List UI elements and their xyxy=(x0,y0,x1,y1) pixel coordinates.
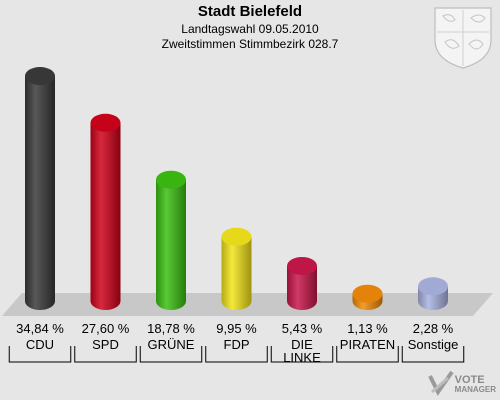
vote-manager-logo-icon xyxy=(428,370,454,396)
category-bracket xyxy=(8,346,72,363)
coat-of-arms-icon xyxy=(434,7,492,69)
chart-subtitle-election: Landtagswahl 09.05.2010 xyxy=(181,22,319,36)
category-label: FDP xyxy=(224,337,250,352)
value-label: 9,95 % xyxy=(216,321,257,336)
category-bracket xyxy=(270,346,334,363)
category-label: PIRATEN xyxy=(340,337,395,352)
value-label: 34,84 % xyxy=(16,321,64,336)
category-bracket xyxy=(401,346,465,363)
watermark-line1: VOTE xyxy=(454,374,485,386)
category-bracket xyxy=(205,346,268,363)
value-label: 18,78 % xyxy=(147,321,195,336)
chart-subtitle-district: Zweitstimmen Stimmbezirk 028.7 xyxy=(161,37,339,51)
bar-gr-ne xyxy=(156,170,186,310)
category-label: DIE xyxy=(291,337,313,352)
category-label: SPD xyxy=(92,337,119,352)
bar-die-linke xyxy=(287,256,317,310)
bar-fdp xyxy=(221,227,252,311)
value-label: 1,13 % xyxy=(347,321,388,336)
bar-piraten xyxy=(352,284,383,311)
category-bracket xyxy=(139,346,203,363)
watermark-line2: MANAGER xyxy=(454,385,496,394)
category-label: Sonstige xyxy=(408,337,459,352)
chart-title: Stadt Bielefeld xyxy=(197,3,303,20)
category-label: GRÜNE xyxy=(148,337,195,352)
bar-cdu xyxy=(25,67,55,310)
category-bracket xyxy=(74,346,137,363)
value-label: 5,43 % xyxy=(282,321,323,336)
bar-sonstige xyxy=(418,277,448,310)
value-label: 27,60 % xyxy=(82,321,130,336)
bar-spd xyxy=(90,113,121,311)
vote-manager-watermark: VOTE MANAGER xyxy=(454,374,496,395)
category-label: CDU xyxy=(26,337,54,352)
value-label: 2,28 % xyxy=(413,321,454,336)
category-label: LINKE xyxy=(283,350,321,365)
category-bracket xyxy=(336,346,399,363)
